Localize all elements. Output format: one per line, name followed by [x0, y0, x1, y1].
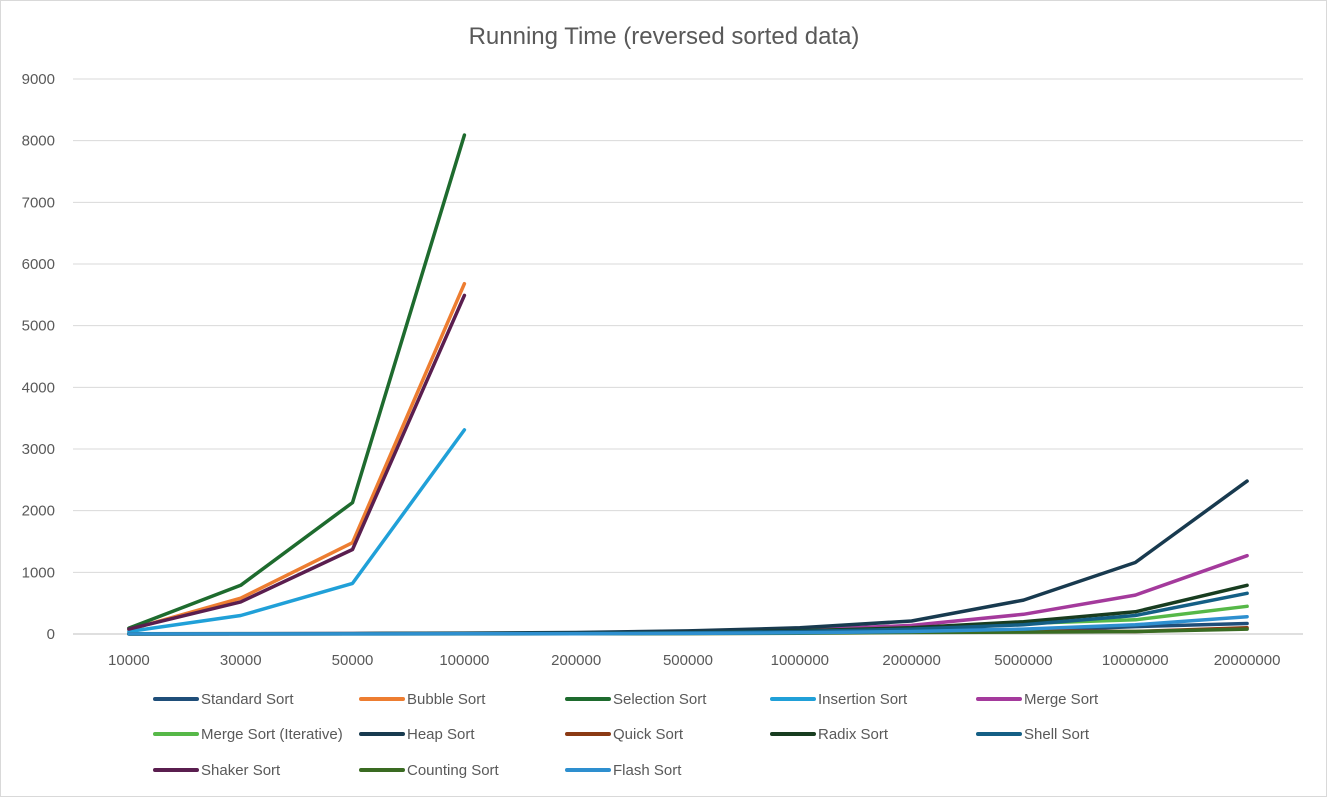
series-line-bubble-sort [127, 281, 467, 632]
x-tick-label: 200000 [551, 652, 601, 669]
legend-label: Heap Sort [407, 726, 475, 743]
x-tick-label: 2000000 [882, 652, 940, 669]
y-tick-label: 9000 [22, 71, 55, 88]
legend-label: Standard Sort [201, 691, 294, 708]
legend-label: Merge Sort (Iterative) [201, 726, 343, 743]
x-tick-label: 1000000 [771, 652, 829, 669]
x-tick-label: 5000000 [994, 652, 1052, 669]
y-tick-label: 1000 [22, 564, 55, 581]
x-tick-label: 20000000 [1214, 652, 1281, 669]
legend-label: Bubble Sort [407, 691, 486, 708]
x-tick-label: 10000 [108, 652, 150, 669]
legend-label: Merge Sort [1024, 691, 1099, 708]
series-line-heap-sort [127, 479, 1249, 636]
legend: Standard Sort Bubble Sort Selection Sort In… [153, 691, 1099, 779]
legend-label: Insertion Sort [818, 691, 908, 708]
y-axis-ticks: 0 1000 2000 3000 4000 5000 6000 7000 8000 9000 [22, 71, 55, 643]
gridlines [73, 78, 1303, 635]
y-tick-label: 8000 [22, 133, 55, 150]
legend-label: Selection Sort [613, 691, 707, 708]
legend-label: Quick Sort [613, 726, 684, 743]
series-line-selection-sort [127, 133, 467, 630]
series-line-insertion-sort [127, 428, 467, 634]
legend-label: Counting Sort [407, 762, 500, 779]
y-tick-label: 6000 [22, 256, 55, 273]
x-axis-ticks: 10000 30000 50000 100000 200000 500000 1000000… [108, 652, 1280, 669]
series-line-flash-sort [127, 614, 1249, 636]
x-tick-label: 30000 [220, 652, 262, 669]
series-line-shaker-sort [127, 293, 467, 631]
y-tick-label: 4000 [22, 379, 55, 396]
chart-title: Running Time (reversed sorted data) [469, 23, 860, 50]
series-lines [127, 133, 1249, 636]
legend-label: Shell Sort [1024, 726, 1090, 743]
legend-label: Shaker Sort [201, 762, 281, 779]
y-tick-label: 0 [47, 626, 55, 643]
legend-label: Radix Sort [818, 726, 889, 743]
y-tick-label: 7000 [22, 194, 55, 211]
x-tick-label: 500000 [663, 652, 713, 669]
y-tick-label: 2000 [22, 503, 55, 520]
y-tick-label: 3000 [22, 441, 55, 458]
legend-label: Flash Sort [613, 762, 682, 779]
x-tick-label: 50000 [332, 652, 374, 669]
x-tick-label: 10000000 [1102, 652, 1169, 669]
y-tick-label: 5000 [22, 318, 55, 335]
x-tick-label: 100000 [439, 652, 489, 669]
